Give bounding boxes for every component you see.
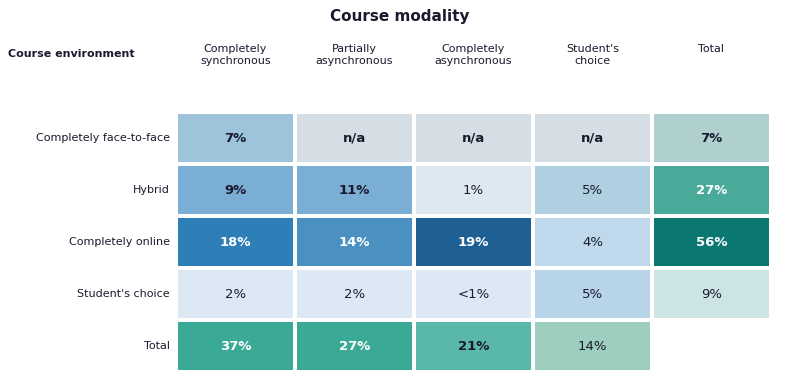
Bar (297, 270, 412, 318)
Text: 9%: 9% (224, 184, 246, 197)
Text: Completely online: Completely online (69, 237, 170, 247)
Text: 9%: 9% (701, 288, 722, 301)
Text: Course modality: Course modality (330, 9, 470, 24)
Text: 56%: 56% (696, 235, 727, 248)
Bar (297, 166, 412, 214)
Text: Student's choice: Student's choice (78, 289, 170, 299)
Bar (416, 114, 531, 162)
Bar (178, 322, 293, 370)
Bar (654, 166, 769, 214)
Bar (535, 166, 650, 214)
Bar (297, 322, 412, 370)
Text: 5%: 5% (582, 184, 603, 197)
Text: 27%: 27% (696, 184, 727, 197)
Bar (297, 114, 412, 162)
Bar (178, 218, 293, 266)
Text: Total: Total (144, 341, 170, 351)
Text: Partially
asynchronous: Partially asynchronous (316, 44, 394, 66)
Bar (535, 114, 650, 162)
Text: Completely
synchronous: Completely synchronous (200, 44, 271, 66)
Text: n/a: n/a (462, 131, 485, 144)
Text: Completely
asynchronous: Completely asynchronous (434, 44, 512, 66)
Text: 7%: 7% (224, 131, 246, 144)
Text: n/a: n/a (343, 131, 366, 144)
Bar (416, 218, 531, 266)
Text: 37%: 37% (220, 339, 251, 353)
Text: Hybrid: Hybrid (133, 185, 170, 195)
Bar (416, 322, 531, 370)
Bar (178, 166, 293, 214)
Text: Total: Total (698, 44, 725, 54)
Bar (654, 270, 769, 318)
Bar (297, 218, 412, 266)
Text: 27%: 27% (339, 339, 370, 353)
Bar (654, 114, 769, 162)
Text: 18%: 18% (220, 235, 251, 248)
Text: 4%: 4% (582, 235, 603, 248)
Bar (178, 114, 293, 162)
Text: 21%: 21% (458, 339, 489, 353)
Text: Course environment: Course environment (8, 49, 134, 59)
Text: 5%: 5% (582, 288, 603, 301)
Text: 1%: 1% (463, 184, 484, 197)
Text: Student's
choice: Student's choice (566, 44, 619, 66)
Text: n/a: n/a (581, 131, 604, 144)
Text: 2%: 2% (225, 288, 246, 301)
Text: 19%: 19% (458, 235, 489, 248)
Text: Completely face-to-face: Completely face-to-face (36, 133, 170, 143)
Text: 14%: 14% (578, 339, 607, 353)
Bar (416, 166, 531, 214)
Text: 7%: 7% (700, 131, 722, 144)
Text: 14%: 14% (338, 235, 370, 248)
Bar (178, 270, 293, 318)
Text: 2%: 2% (344, 288, 365, 301)
Text: <1%: <1% (458, 288, 490, 301)
Bar (535, 218, 650, 266)
Bar (535, 322, 650, 370)
Bar (416, 270, 531, 318)
Bar (654, 218, 769, 266)
Bar (535, 270, 650, 318)
Text: 11%: 11% (339, 184, 370, 197)
